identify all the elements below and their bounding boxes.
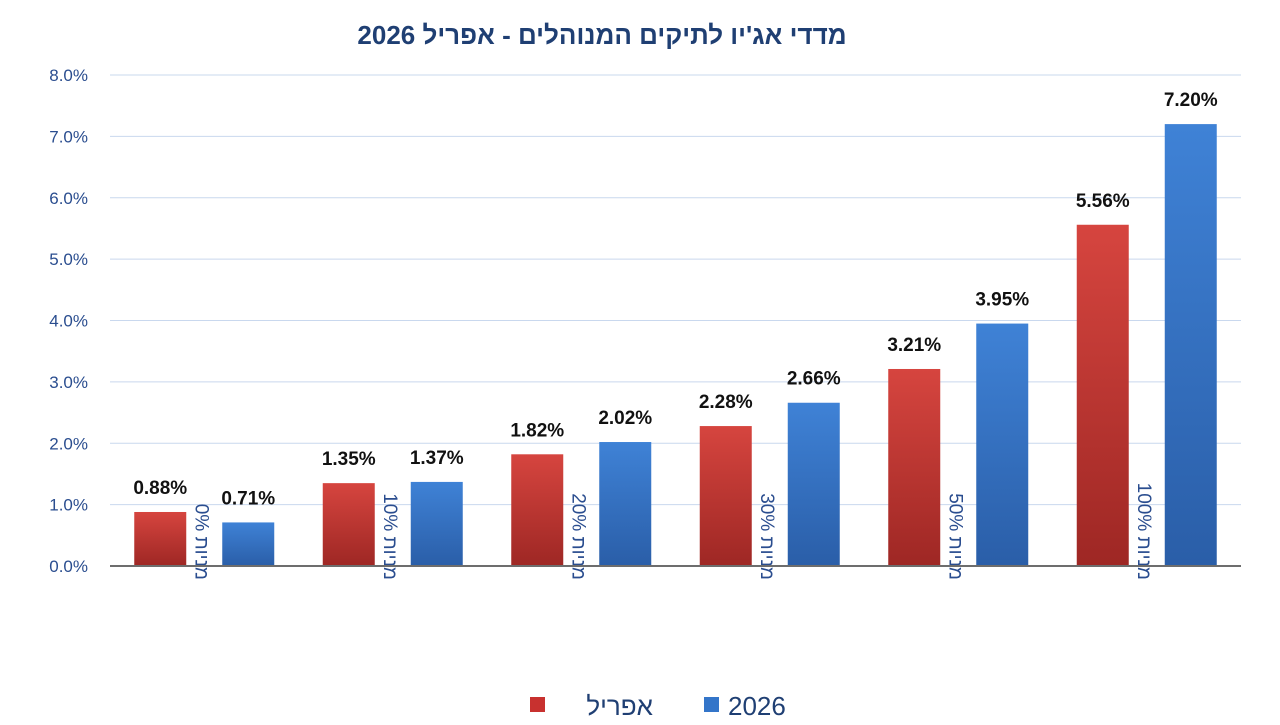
data-label: 3.21% xyxy=(887,335,941,356)
legend-label-2026: 2026 xyxy=(728,691,786,720)
y-tick-label: 0.0% xyxy=(49,557,88,576)
data-label: 3.95% xyxy=(975,290,1029,311)
grid-lines xyxy=(110,74,1241,506)
data-label: 0.71% xyxy=(221,488,275,509)
x-tick-label: מניות 100% xyxy=(1133,483,1154,580)
bar-april xyxy=(511,454,564,566)
bars xyxy=(134,124,1217,566)
bar-2026 xyxy=(1164,124,1217,566)
y-tick-label: 2.0% xyxy=(49,434,88,453)
bar-april xyxy=(322,483,375,566)
legend-swatch-april xyxy=(530,697,545,712)
x-tick-label: מניות 10% xyxy=(379,493,400,580)
y-tick-label: 6.0% xyxy=(49,189,88,208)
x-tick-label: מניות 0% xyxy=(190,504,211,580)
data-label: 0.88% xyxy=(133,478,187,499)
bar-2026 xyxy=(222,522,275,566)
x-tick-label: מניות 50% xyxy=(944,493,965,580)
y-tick-label: 5.0% xyxy=(49,250,88,269)
y-axis-ticks: 0.0% 1.0% 2.0% 3.0% 4.0% 5.0% 6.0% 7.0% 8.0% xyxy=(49,66,88,576)
data-label: 1.37% xyxy=(410,448,464,469)
y-tick-label: 1.0% xyxy=(49,496,88,515)
legend-label-april: אפריל xyxy=(586,691,653,720)
data-label: 1.82% xyxy=(510,420,564,441)
bar-april xyxy=(888,368,941,566)
bar-april xyxy=(134,511,187,566)
bar-april xyxy=(699,426,752,566)
data-label: 2.02% xyxy=(598,408,652,429)
y-tick-label: 7.0% xyxy=(49,127,88,146)
data-labels: 0.88% 0.71% 1.35% 1.37% 1.82% 2.02% 2.28% 2.66%… xyxy=(133,90,1217,509)
data-label: 2.66% xyxy=(787,369,841,390)
y-tick-label: 3.0% xyxy=(49,373,88,392)
bar-2026 xyxy=(787,402,840,566)
y-tick-label: 8.0% xyxy=(49,66,88,85)
x-tick-label: מניות 30% xyxy=(756,493,777,580)
bar-2026 xyxy=(976,323,1029,566)
legend-swatch-2026 xyxy=(704,697,719,712)
data-label: 7.20% xyxy=(1164,90,1218,111)
x-tick-label: מניות 20% xyxy=(567,493,588,580)
bar-2026 xyxy=(599,442,652,566)
data-label: 2.28% xyxy=(699,392,753,413)
legend: אפריל 2026 xyxy=(530,691,786,721)
data-label: 1.35% xyxy=(322,449,376,470)
data-label: 5.56% xyxy=(1076,191,1130,212)
bar-april xyxy=(1076,224,1129,566)
y-tick-label: 4.0% xyxy=(49,312,88,331)
chart-title: מדדי אג'יו לתיקים המנוהלים - אפריל 2026 xyxy=(357,20,846,50)
x-axis-ticks: מניות 0% מניות 10% מניות 20% מניות 30% מניות… xyxy=(190,483,1154,580)
bar-2026 xyxy=(410,481,463,566)
